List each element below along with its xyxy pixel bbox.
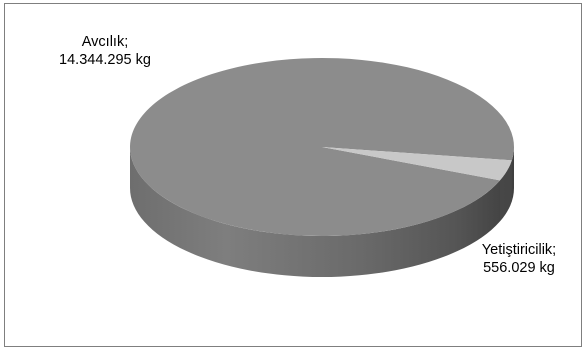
slice-label-avcilik-name: Avcılık; <box>81 34 129 50</box>
slice-label-avcilik-value: 14.344.295 kg <box>59 52 151 68</box>
pie-slice-yetistiricilik <box>322 147 512 181</box>
slice-label-avcilik: Avcılık; 14.344.295 kg <box>50 33 160 69</box>
slice-label-yetistiricilik-value: 556.029 kg <box>483 260 555 276</box>
pie-slice-avcilik <box>130 57 515 236</box>
slice-label-yetistiricilik-name: Yetiştiricilik; <box>481 242 557 258</box>
slice-label-yetistiricilik: Yetiştiricilik; 556.029 kg <box>462 241 576 277</box>
pie-side-wall <box>130 147 514 277</box>
pie-side-segment-yetistiricilik <box>499 160 512 222</box>
